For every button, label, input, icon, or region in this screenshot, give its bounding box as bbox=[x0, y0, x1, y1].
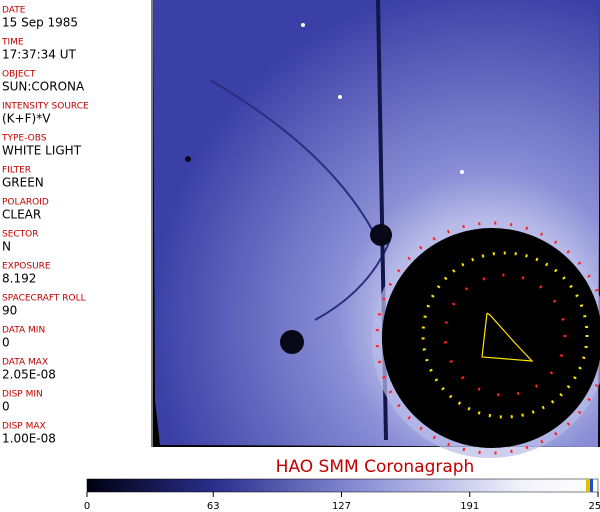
field-label: DATE bbox=[2, 6, 26, 16]
field-value: GREEN bbox=[2, 176, 44, 190]
field-label: OBJECT bbox=[2, 70, 36, 80]
field-value: WHITE LIGHT bbox=[2, 144, 82, 158]
field-value: N bbox=[2, 240, 11, 254]
colorbar-end bbox=[590, 479, 593, 492]
field-value: 15 Sep 1985 bbox=[2, 16, 78, 30]
field-value: 0 bbox=[2, 400, 10, 414]
field-value: 1.00E-08 bbox=[2, 432, 56, 446]
field-label: DISP MAX bbox=[2, 422, 46, 432]
field-value: (K+F)*V bbox=[2, 112, 51, 126]
colorbar-tick-label: 0 bbox=[84, 501, 90, 512]
field-label: SPACECRAFT ROLL bbox=[2, 294, 86, 304]
field-value: 90 bbox=[2, 304, 17, 318]
field-label: DATA MAX bbox=[2, 358, 48, 368]
field-value: 0 bbox=[2, 336, 10, 350]
field-value: 17:37:34 UT bbox=[2, 48, 76, 62]
colorbar-tick-label: 127 bbox=[332, 501, 351, 512]
colorbar-tick-label: 63 bbox=[207, 501, 220, 512]
field-label: POLAROID bbox=[2, 198, 49, 208]
field-label: SECTOR bbox=[2, 230, 39, 240]
colorbar-tick-label: 191 bbox=[460, 501, 479, 512]
field-value: 2.05E-08 bbox=[2, 368, 56, 382]
field-value: CLEAR bbox=[2, 208, 41, 222]
colorbar-tick-label: 255 bbox=[588, 501, 600, 512]
field-label: DATA MIN bbox=[2, 326, 45, 336]
field-label: EXPOSURE bbox=[2, 262, 51, 272]
field-value: SUN:CORONA bbox=[2, 80, 85, 94]
field-label: TIME bbox=[1, 38, 24, 48]
title: HAO SMM Coronagraph bbox=[276, 457, 475, 477]
field-value: 8.192 bbox=[2, 272, 36, 286]
colorbar bbox=[86, 478, 599, 493]
field-label: DISP MIN bbox=[2, 390, 43, 400]
coronagraph-image bbox=[153, 0, 600, 458]
field-label: FILTER bbox=[2, 166, 31, 176]
field-label: TYPE-OBS bbox=[1, 134, 47, 144]
colorbar-end bbox=[586, 479, 590, 492]
field-label: INTENSITY SOURCE bbox=[2, 102, 89, 112]
info-panel bbox=[0, 0, 152, 447]
